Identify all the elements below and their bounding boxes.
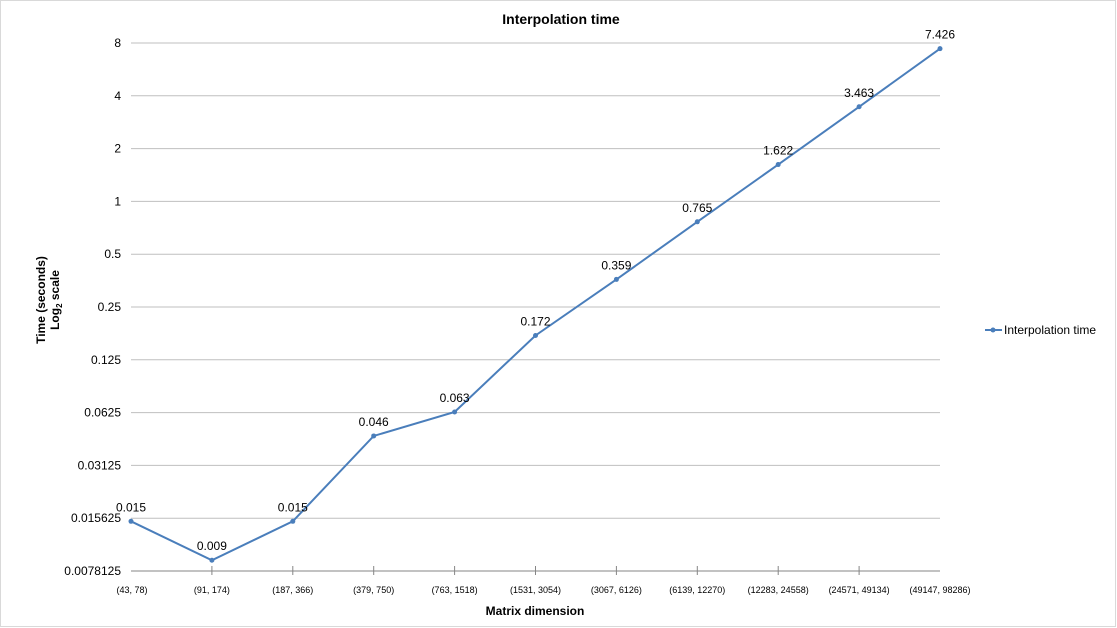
y-tick-label: 2: [114, 142, 121, 156]
data-label: 0.046: [359, 415, 389, 429]
x-tick-label: (379, 750): [353, 585, 394, 595]
data-point: [209, 557, 215, 563]
chart-title: Interpolation time: [502, 11, 620, 27]
x-tick-label: (187, 366): [272, 585, 313, 595]
data-label: 0.015: [278, 500, 308, 514]
x-axis-ticks: (43, 78) (91, 174) (187, 366) (379, 750) (76…: [116, 566, 971, 595]
y-tick-label: 4: [114, 89, 121, 103]
data-label: 0.359: [601, 258, 631, 272]
x-tick-label: (91, 174): [194, 585, 230, 595]
x-tick-label: (763, 1518): [432, 585, 478, 595]
data-label: 1.622: [763, 144, 793, 158]
y-axis-title-line1: Time (seconds): [34, 256, 48, 344]
y-axis-ticks: 8 4 2 1 0.5 0.25 0.125 0.0625 0.03125 0.015625 0.0…: [64, 36, 121, 578]
data-point: [694, 219, 700, 225]
legend-label: Interpolation time: [1004, 323, 1096, 337]
y-tick-label: 0.5: [104, 247, 121, 261]
x-tick-label: (12283, 24558): [748, 585, 809, 595]
x-tick-label: (49147, 98286): [909, 585, 970, 595]
data-point: [128, 518, 134, 524]
data-labels: 0.015 0.009 0.015 0.046 0.063 0.172 0.359 0.765…: [116, 28, 955, 554]
data-label: 0.009: [197, 539, 227, 553]
data-point: [613, 276, 619, 282]
x-tick-label: (43, 78): [116, 585, 147, 595]
y-tick-label: 0.25: [98, 300, 122, 314]
y-axis-title-line2: Log2 scale: [48, 270, 64, 330]
data-point: [937, 46, 943, 52]
x-tick-label: (3067, 6126): [591, 585, 642, 595]
gridlines: [131, 42, 940, 519]
data-point: [856, 104, 862, 110]
data-point: [290, 518, 296, 524]
data-label: 3.463: [844, 86, 874, 100]
y-tick-label: 0.0625: [84, 406, 121, 420]
legend-marker: [990, 327, 996, 333]
data-label: 7.426: [925, 28, 955, 42]
data-point: [371, 433, 377, 439]
y-tick-label: 0.03125: [78, 458, 122, 472]
y-axis-title: Time (seconds) Log2 scale: [34, 256, 64, 344]
x-tick-label: (1531, 3054): [510, 585, 561, 595]
y-tick-label: 8: [114, 36, 121, 50]
x-tick-label: (24571, 49134): [829, 585, 890, 595]
y-tick-label: 0.015625: [71, 511, 121, 525]
series-interpolation-time: [128, 46, 943, 563]
data-label: 0.015: [116, 500, 146, 514]
data-label: 0.172: [520, 314, 550, 328]
series-line: [130, 47, 941, 562]
data-label: 0.063: [440, 391, 470, 405]
legend: Interpolation time: [985, 323, 1096, 337]
y-tick-label: 0.0078125: [64, 564, 121, 578]
data-point: [452, 409, 458, 415]
data-label: 0.765: [682, 201, 712, 215]
y-tick-label: 0.125: [91, 353, 121, 367]
data-point: [533, 332, 538, 338]
x-tick-label: (6139, 12270): [669, 585, 725, 595]
x-axis-title: Matrix dimension: [486, 604, 585, 618]
data-point: [775, 162, 781, 168]
y-tick-label: 1: [114, 194, 121, 208]
